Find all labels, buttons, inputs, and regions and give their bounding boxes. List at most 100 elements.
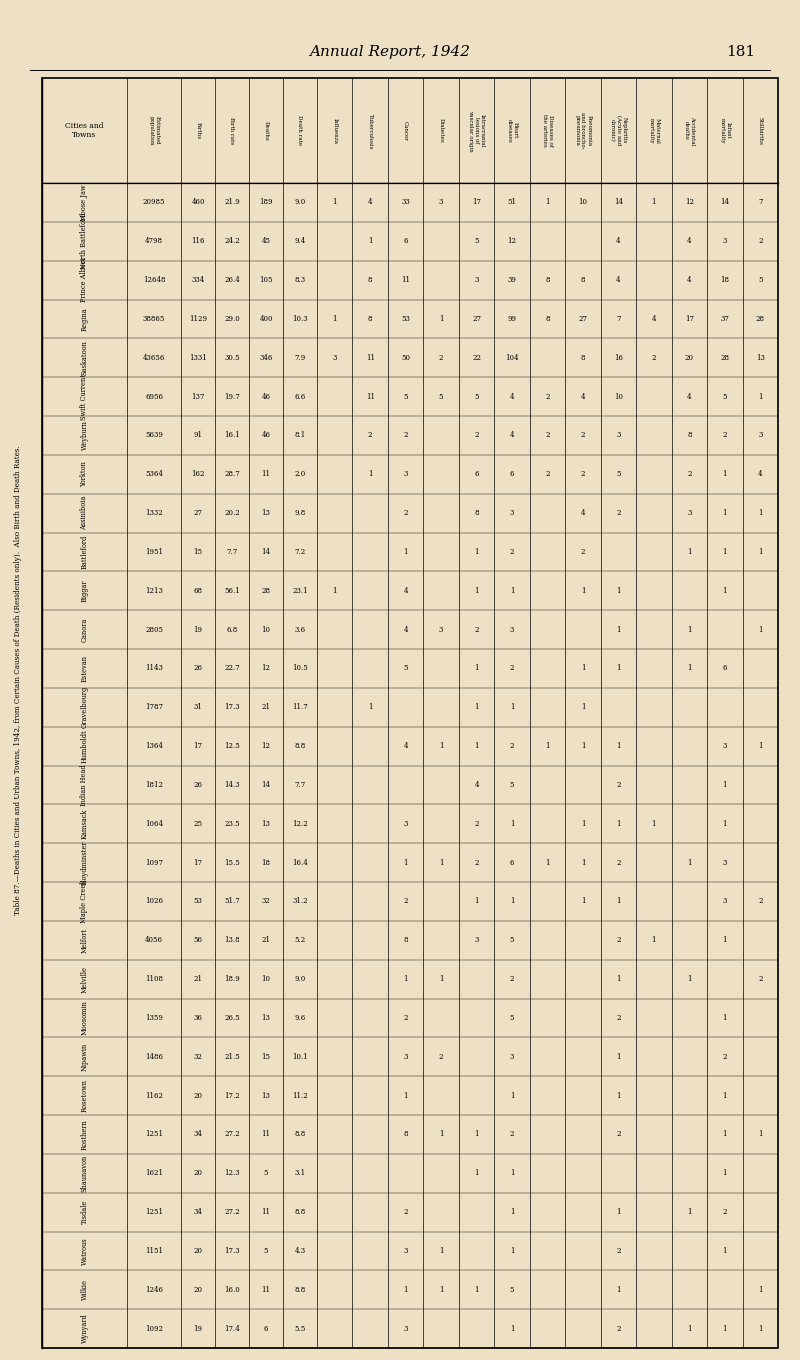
Text: 1: 1 — [616, 1092, 621, 1100]
Text: 8: 8 — [687, 431, 691, 439]
Text: 4798: 4798 — [145, 237, 163, 245]
Text: 8: 8 — [581, 276, 586, 284]
Text: Influenza: Influenza — [332, 117, 338, 144]
Text: 4: 4 — [687, 276, 691, 284]
Text: 1: 1 — [474, 1285, 479, 1293]
Text: 2: 2 — [687, 471, 691, 479]
Text: 2: 2 — [758, 898, 762, 906]
Text: 4: 4 — [616, 237, 621, 245]
Text: 6.6: 6.6 — [294, 393, 306, 401]
Text: 2: 2 — [474, 626, 479, 634]
Text: 4: 4 — [581, 393, 586, 401]
Text: 1: 1 — [510, 1208, 514, 1216]
Text: 4: 4 — [403, 743, 408, 751]
Text: 15: 15 — [262, 1053, 270, 1061]
Text: 5: 5 — [439, 393, 443, 401]
Text: 17: 17 — [194, 858, 202, 866]
Text: 1: 1 — [439, 316, 443, 322]
Text: 2: 2 — [616, 509, 621, 517]
Text: Melville: Melville — [81, 966, 89, 993]
Text: 32: 32 — [194, 1053, 202, 1061]
Text: 2: 2 — [546, 471, 550, 479]
Text: 346: 346 — [259, 354, 273, 362]
Text: 400: 400 — [259, 316, 273, 322]
Text: 7: 7 — [616, 316, 621, 322]
Text: 8.8: 8.8 — [294, 1130, 306, 1138]
Text: 4: 4 — [510, 431, 514, 439]
Text: 3: 3 — [758, 431, 762, 439]
Text: 4: 4 — [581, 509, 586, 517]
Text: 1: 1 — [652, 199, 656, 207]
Text: 9.6: 9.6 — [294, 1015, 306, 1021]
Text: Wilkie: Wilkie — [81, 1280, 89, 1300]
Text: 5: 5 — [722, 393, 727, 401]
Text: Cancer: Cancer — [403, 121, 408, 140]
Text: 1: 1 — [581, 743, 586, 751]
Text: 1359: 1359 — [145, 1015, 163, 1021]
Text: 28: 28 — [262, 586, 270, 594]
Text: 1: 1 — [616, 820, 621, 828]
Text: 11.2: 11.2 — [292, 1092, 308, 1100]
Text: 1: 1 — [439, 1247, 443, 1255]
Text: 1: 1 — [581, 665, 586, 672]
Text: 2: 2 — [403, 1015, 408, 1021]
Text: 12: 12 — [685, 199, 694, 207]
Text: 1: 1 — [758, 626, 762, 634]
Text: 14.3: 14.3 — [224, 781, 240, 789]
Text: Diabetes: Diabetes — [438, 118, 444, 143]
Text: 334: 334 — [191, 276, 205, 284]
Text: 8: 8 — [546, 316, 550, 322]
Text: Moosomin: Moosomin — [81, 1001, 89, 1035]
Text: 21: 21 — [194, 975, 202, 983]
Text: 3: 3 — [616, 431, 621, 439]
Text: 5.5: 5.5 — [294, 1325, 306, 1333]
Text: 1: 1 — [758, 393, 762, 401]
Text: 5: 5 — [403, 393, 408, 401]
Text: 38865: 38865 — [143, 316, 165, 322]
Text: Prince Albert: Prince Albert — [81, 257, 89, 302]
Text: 2: 2 — [722, 431, 727, 439]
Text: 1: 1 — [439, 1285, 443, 1293]
Text: 9.0: 9.0 — [294, 199, 306, 207]
Text: 3: 3 — [510, 509, 514, 517]
Text: 10.1: 10.1 — [292, 1053, 308, 1061]
Text: 2: 2 — [510, 665, 514, 672]
Text: 5: 5 — [403, 665, 408, 672]
Text: Canora: Canora — [81, 617, 89, 642]
Text: Assiniboia: Assiniboia — [81, 496, 89, 530]
Text: 1: 1 — [581, 820, 586, 828]
Text: 1: 1 — [510, 1325, 514, 1333]
Text: Watrous: Watrous — [81, 1238, 89, 1265]
Text: 1: 1 — [510, 1170, 514, 1178]
Text: 34: 34 — [194, 1208, 202, 1216]
Text: 34: 34 — [194, 1130, 202, 1138]
Text: 2: 2 — [616, 1130, 621, 1138]
Text: Melfort: Melfort — [81, 928, 89, 953]
Text: 11: 11 — [262, 471, 270, 479]
Text: 2: 2 — [474, 431, 479, 439]
Text: 51: 51 — [507, 199, 517, 207]
Text: 46: 46 — [262, 431, 270, 439]
Text: 2: 2 — [439, 1053, 443, 1061]
Text: 1: 1 — [616, 1053, 621, 1061]
Text: 1: 1 — [722, 586, 727, 594]
Text: 16: 16 — [614, 354, 623, 362]
Text: 1: 1 — [510, 1092, 514, 1100]
Text: 5: 5 — [616, 471, 621, 479]
Text: 1: 1 — [333, 316, 337, 322]
Text: 8: 8 — [368, 276, 373, 284]
Text: 21: 21 — [262, 936, 270, 944]
Text: 16.1: 16.1 — [224, 431, 240, 439]
Text: 5: 5 — [474, 393, 479, 401]
Text: 2: 2 — [616, 858, 621, 866]
Text: Death rate: Death rate — [298, 116, 302, 146]
Text: 14: 14 — [262, 781, 270, 789]
Text: 27: 27 — [194, 509, 202, 517]
Text: 45: 45 — [262, 237, 270, 245]
Text: 22.7: 22.7 — [224, 665, 240, 672]
Text: 2: 2 — [403, 1208, 408, 1216]
Text: 13.8: 13.8 — [224, 936, 240, 944]
Text: 22: 22 — [472, 354, 481, 362]
Text: 1: 1 — [722, 548, 727, 556]
Text: 29.0: 29.0 — [224, 316, 240, 322]
